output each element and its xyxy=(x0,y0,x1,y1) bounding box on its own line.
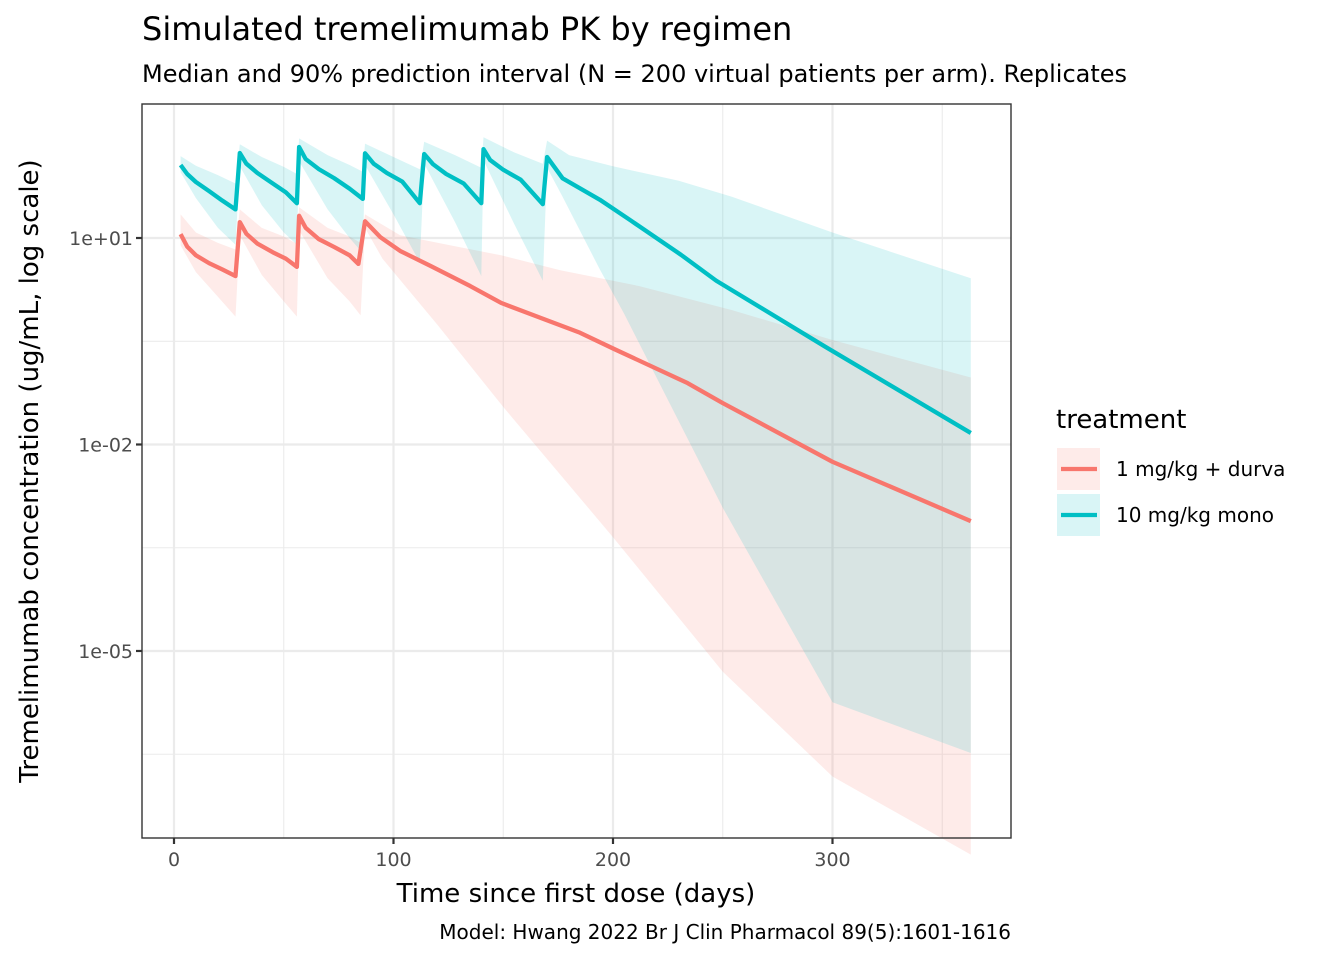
median-line-10-mg-kg-mono xyxy=(178,144,972,435)
panel-border xyxy=(141,103,1012,839)
y-axis: 1e+01 1e-02 1e-05 xyxy=(69,228,142,663)
x-tick-label: 300 xyxy=(814,849,850,871)
ribbon-10-mg-kg-mono xyxy=(180,137,971,754)
legend: treatment 1 mg/kg + durva 10 mg/kg mono xyxy=(1056,405,1285,536)
legend-item-1-mg-kg-durva: 1 mg/kg + durva xyxy=(1057,448,1285,490)
legend-label: 10 mg/kg mono xyxy=(1116,503,1274,527)
chart-title: Simulated tremelimumab PK by regimen xyxy=(142,10,792,48)
y-tick-label: 1e-02 xyxy=(78,434,133,456)
chart-subtitle: Median and 90% prediction interval (N = … xyxy=(142,60,1127,88)
grid-minor-y xyxy=(142,340,1011,755)
median-line-1-mg-kg-durva xyxy=(178,213,972,524)
y-tick-label: 1e+01 xyxy=(69,228,133,250)
y-tick-label: 1e-05 xyxy=(78,641,133,663)
y-axis-title: Tremelimumab concentration (ug/mL, log s… xyxy=(15,159,45,783)
legend-title: treatment xyxy=(1056,405,1186,435)
x-tick-label: 0 xyxy=(168,849,180,871)
median-lines xyxy=(178,144,972,524)
caption: Model: Hwang 2022 Br J Clin Pharmacol 89… xyxy=(439,920,1011,944)
x-axis-title: Time since first dose (days) xyxy=(396,879,756,909)
x-tick-label: 200 xyxy=(595,849,631,871)
legend-item-10-mg-kg-mono: 10 mg/kg mono xyxy=(1057,494,1274,536)
grid-major-y xyxy=(142,236,1011,653)
ribbon-1-mg-kg-durva xyxy=(180,207,971,855)
panel-background xyxy=(142,104,1011,838)
legend-label: 1 mg/kg + durva xyxy=(1116,457,1285,481)
grid-major-x xyxy=(172,104,834,838)
grid-minor-x xyxy=(283,104,943,838)
ribbons xyxy=(180,137,971,855)
x-axis: 0 100 200 300 xyxy=(168,838,851,871)
plot-panel xyxy=(141,103,1012,855)
x-tick-label: 100 xyxy=(375,849,411,871)
